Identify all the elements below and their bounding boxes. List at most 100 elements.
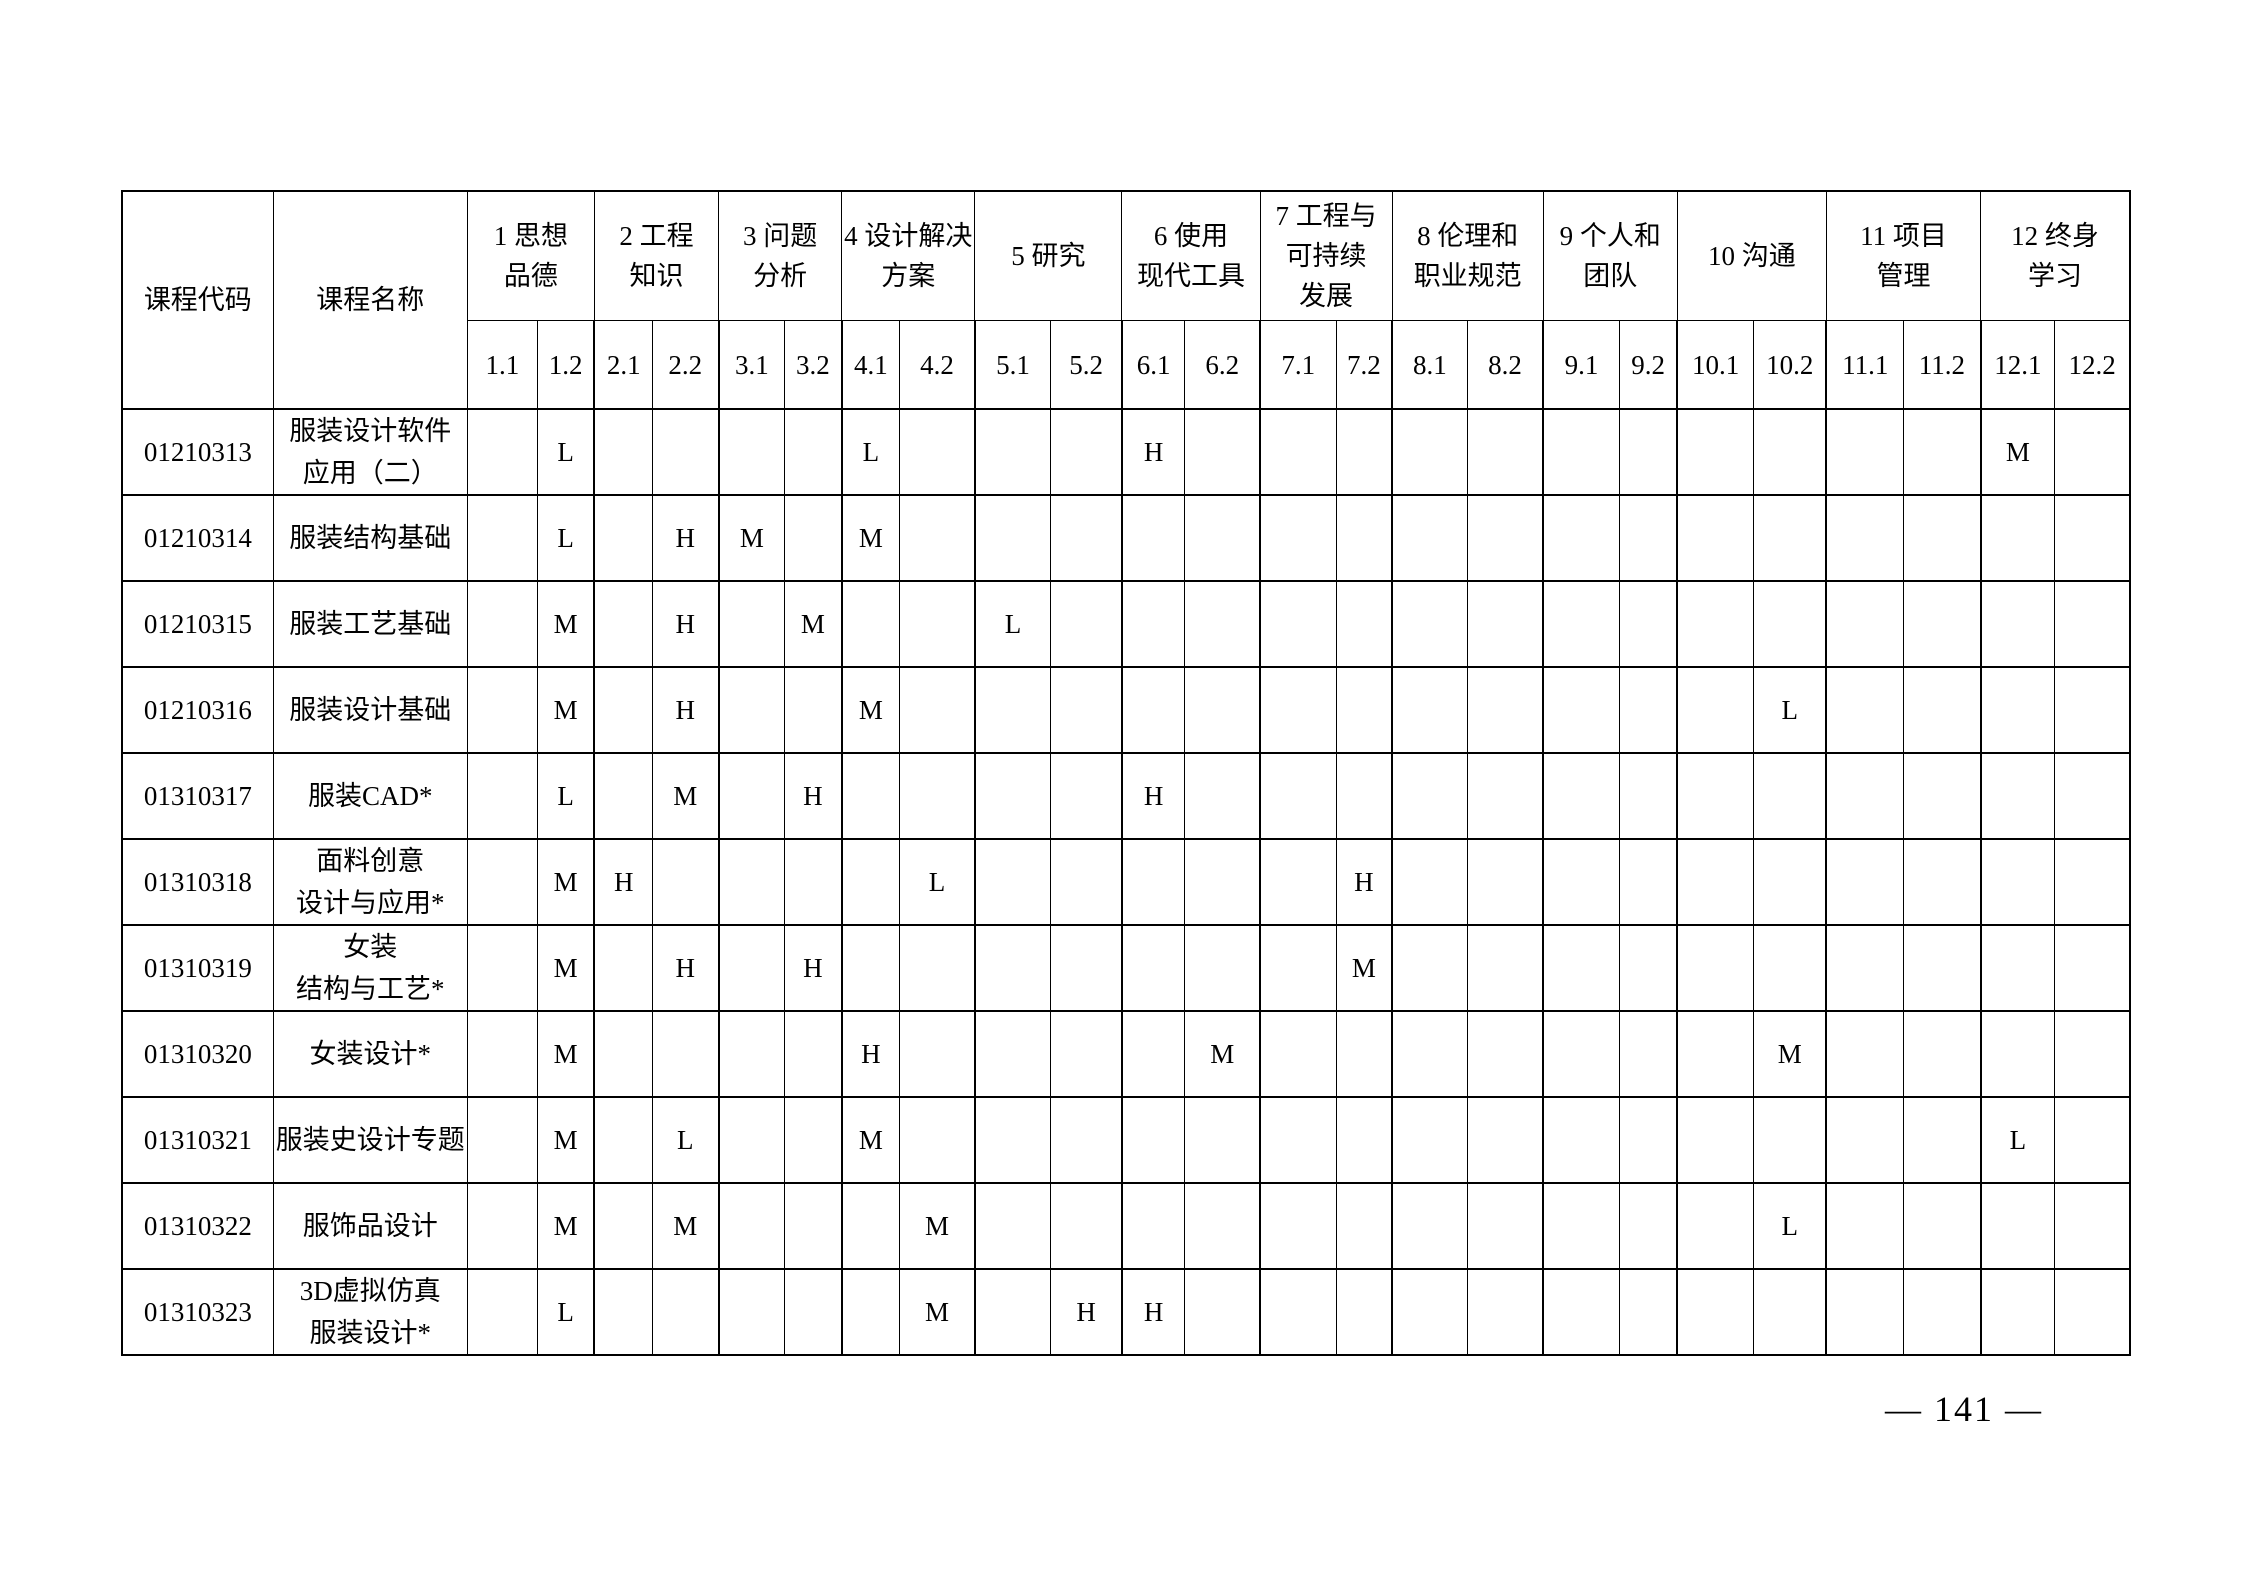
- support-level-cell: [2054, 494, 2132, 582]
- support-level-cell: [593, 1010, 653, 1098]
- support-level-cell: [1903, 924, 1982, 1012]
- support-level-cell: H: [841, 1010, 901, 1098]
- support-level-cell: [1618, 1096, 1679, 1184]
- header-group-9: 9 个人和 团队: [1542, 190, 1678, 321]
- support-level-cell: [1184, 924, 1262, 1012]
- support-level-cell: [899, 1010, 976, 1098]
- support-level-cell: [1050, 580, 1123, 668]
- support-level-cell: [899, 666, 976, 754]
- table-row: 01210313 服装设计软件 应用（二） L L H M: [121, 408, 2132, 496]
- support-level-cell: [593, 408, 653, 496]
- header-indicator-4-1: 4.1: [841, 320, 901, 410]
- support-level-cell: [1050, 666, 1123, 754]
- support-level-cell: L: [536, 408, 596, 496]
- support-level-cell: M: [841, 494, 901, 582]
- course-name: 服饰品设计: [272, 1182, 468, 1270]
- support-level-cell: [1259, 666, 1337, 754]
- support-level-cell: M: [1980, 408, 2056, 496]
- support-level-cell: [718, 1096, 786, 1184]
- support-level-cell: [841, 1182, 901, 1270]
- support-level-cell: [841, 752, 901, 840]
- support-level-cell: [651, 1010, 720, 1098]
- support-level-cell: M: [899, 1182, 976, 1270]
- header-group-7: 7 工程与 可持续 发展: [1259, 190, 1393, 321]
- support-level-cell: [1542, 752, 1620, 840]
- support-level-cell: [1121, 494, 1186, 582]
- support-level-cell: [593, 666, 653, 754]
- support-level-cell: [1391, 924, 1468, 1012]
- header-indicator-7-2: 7.2: [1335, 320, 1394, 410]
- support-level-cell: L: [536, 752, 596, 840]
- support-level-cell: M: [718, 494, 786, 582]
- support-level-cell: [718, 1010, 786, 1098]
- support-level-cell: [1184, 408, 1262, 496]
- support-level-cell: [1335, 1096, 1394, 1184]
- table-row: 01210314 服装结构基础 L H M M: [121, 494, 2132, 582]
- support-level-cell: L: [1980, 1096, 2056, 1184]
- header-indicator-11-2: 11.2: [1903, 320, 1982, 410]
- support-level-cell: [2054, 1268, 2132, 1356]
- support-level-cell: [1903, 1010, 1982, 1098]
- course-code: 01210313: [121, 408, 274, 496]
- support-level-cell: [651, 1268, 720, 1356]
- support-level-cell: [1676, 838, 1754, 926]
- support-level-cell: H: [651, 924, 720, 1012]
- support-level-cell: [1542, 1268, 1620, 1356]
- course-code: 01310321: [121, 1096, 274, 1184]
- support-level-cell: [1825, 666, 1905, 754]
- support-level-cell: [466, 1096, 538, 1184]
- support-level-cell: [1184, 838, 1262, 926]
- support-level-cell: [1050, 1096, 1123, 1184]
- support-level-cell: [1542, 1010, 1620, 1098]
- support-level-cell: H: [1121, 1268, 1186, 1356]
- support-level-cell: [2054, 838, 2132, 926]
- support-level-cell: [718, 1268, 786, 1356]
- support-level-cell: [1259, 580, 1337, 668]
- support-level-cell: M: [536, 1182, 596, 1270]
- support-level-cell: [1259, 494, 1337, 582]
- course-code: 01310320: [121, 1010, 274, 1098]
- support-level-cell: [1903, 1268, 1982, 1356]
- support-level-cell: [1391, 1096, 1468, 1184]
- support-level-cell: [1121, 838, 1186, 926]
- course-name: 女装 结构与工艺*: [272, 924, 468, 1012]
- support-level-cell: [1676, 666, 1754, 754]
- header-indicator-6-2: 6.2: [1184, 320, 1262, 410]
- support-level-cell: [1466, 1096, 1545, 1184]
- support-level-cell: [784, 666, 843, 754]
- course-name: 服装工艺基础: [272, 580, 468, 668]
- header-group-3: 3 问题 分析: [718, 190, 843, 321]
- support-level-cell: [1542, 924, 1620, 1012]
- support-level-cell: [899, 752, 976, 840]
- support-level-cell: [1752, 494, 1828, 582]
- support-level-cell: [784, 1268, 843, 1356]
- support-level-cell: [1676, 1268, 1754, 1356]
- support-level-cell: [1980, 924, 2056, 1012]
- support-level-cell: [1466, 580, 1545, 668]
- support-level-cell: H: [651, 580, 720, 668]
- support-level-cell: [974, 1096, 1052, 1184]
- support-level-cell: [1676, 1096, 1754, 1184]
- support-level-cell: [1676, 752, 1754, 840]
- support-level-cell: [1466, 752, 1545, 840]
- support-level-cell: [974, 408, 1052, 496]
- support-level-cell: [1542, 838, 1620, 926]
- support-level-cell: [1825, 408, 1905, 496]
- table-row: 01310322 服饰品设计 M M M L: [121, 1182, 2132, 1270]
- course-name: 面料创意 设计与应用*: [272, 838, 468, 926]
- support-level-cell: [466, 408, 538, 496]
- support-level-cell: [1050, 1182, 1123, 1270]
- header-indicator-9-2: 9.2: [1618, 320, 1679, 410]
- support-level-cell: [593, 1268, 653, 1356]
- support-level-cell: [466, 666, 538, 754]
- support-level-cell: [466, 1182, 538, 1270]
- support-level-cell: L: [1752, 1182, 1828, 1270]
- support-level-cell: [1676, 1010, 1754, 1098]
- support-level-cell: [784, 1096, 843, 1184]
- support-level-cell: [718, 752, 786, 840]
- table-row: 01310323 3D虚拟仿真 服装设计* L M H H: [121, 1268, 2132, 1356]
- header-row-groups: 课程代码 课程名称 1 思想 品德 2 工程 知识 3 问题 分析 4 设计解决 方案…: [121, 190, 2131, 410]
- support-level-cell: [1903, 1182, 1982, 1270]
- header-indicator-9-1: 9.1: [1542, 320, 1620, 410]
- support-level-cell: [841, 1268, 901, 1356]
